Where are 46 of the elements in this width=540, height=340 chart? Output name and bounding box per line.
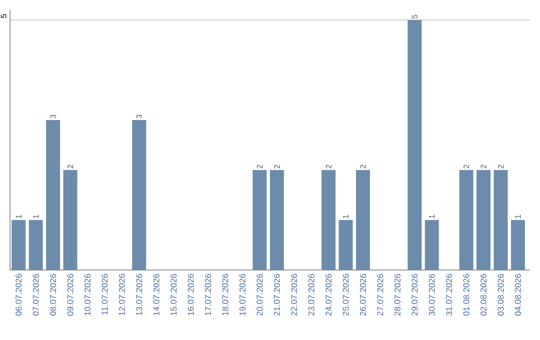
- bar: [28, 220, 43, 270]
- x-tick-label: 08.07.2026: [50, 274, 56, 316]
- x-tick-label: 26.07.2026: [360, 274, 366, 316]
- x-tick-label: 29.07.2026: [412, 274, 418, 316]
- bar: [494, 170, 508, 270]
- x-tick-label: 11.07.2026: [102, 274, 108, 315]
- x-tick-label: 23.07.2026: [308, 274, 314, 316]
- x-tick-label: 19.07.2026: [239, 274, 246, 316]
- x-tick-label: 01.08.2026: [463, 274, 470, 316]
- bar: [132, 120, 146, 270]
- bar: [356, 170, 370, 270]
- x-tick-label: 13.07.2026: [136, 274, 142, 316]
- bar: [338, 220, 353, 270]
- bar: [322, 170, 336, 270]
- bar: [476, 170, 491, 270]
- x-tick-label: 04.08.2026: [514, 274, 521, 316]
- bar: [12, 220, 26, 270]
- bar: [459, 170, 474, 270]
- x-tick-label: 30.07.2026: [428, 274, 435, 316]
- x-tick-label: 06.07.2026: [16, 274, 22, 316]
- bar: [408, 20, 422, 270]
- x-tick-label: 07.07.2026: [32, 274, 39, 316]
- x-tick-label: 25.07.2026: [342, 274, 349, 316]
- bar: [270, 170, 284, 270]
- bar: [510, 220, 525, 270]
- x-tick-label: 31.07.2026: [446, 274, 452, 316]
- x-tick-label: 28.07.2026: [394, 274, 400, 316]
- x-tick-label: 14.07.2026: [153, 274, 160, 316]
- x-tick-label: 17.07.2026: [205, 274, 212, 316]
- x-tick-label: 22.07.2026: [291, 274, 298, 316]
- x-tick-label: 24.07.2026: [326, 274, 332, 316]
- x-tick-label: 16.07.2026: [188, 274, 194, 316]
- x-tick-label: 21.07.2026: [274, 274, 280, 316]
- bar: [63, 170, 78, 270]
- x-tick-label: 12.07.2026: [118, 274, 125, 316]
- x-tick-label: 03.08.2026: [498, 274, 504, 316]
- bar: [46, 120, 60, 270]
- x-tick-label: 02.08.2026: [480, 274, 487, 316]
- x-tick-label: 10.07.2026: [84, 274, 90, 316]
- x-tick-label: 20.07.2026: [256, 274, 263, 316]
- x-tick-label: 15.07.2026: [170, 274, 177, 316]
- bar: [252, 170, 267, 270]
- x-tick-label: 27.07.2026: [377, 274, 384, 316]
- x-tick-label: 18.07.2026: [222, 274, 228, 316]
- bar: [424, 220, 439, 270]
- x-tick-label: 09.07.2026: [67, 274, 74, 316]
